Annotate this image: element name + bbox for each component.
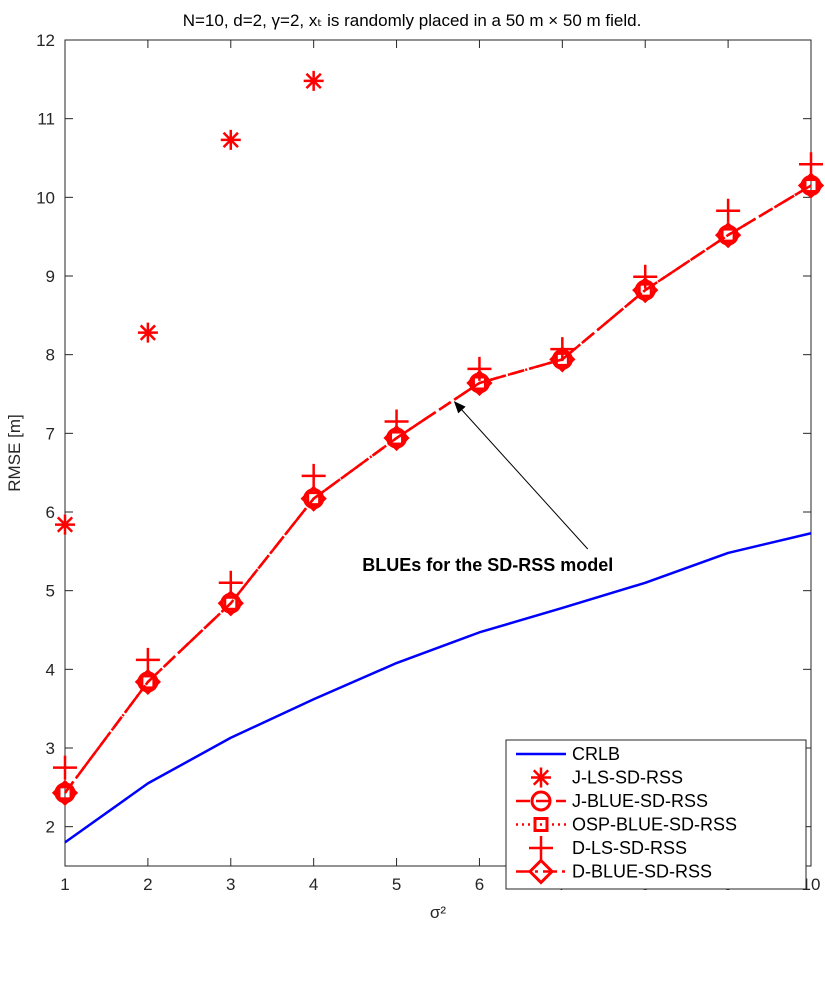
- data-point-j-ls-sd-rss: [220, 129, 241, 150]
- legend-marker: [527, 858, 555, 885]
- legend-entry: D-BLUE-SD-RSS: [516, 858, 712, 885]
- legend-entry: OSP-BLUE-SD-RSS: [516, 815, 737, 835]
- series-line-crlb: [64, 532, 812, 844]
- data-point-d-blue-sd-rss: [300, 485, 327, 512]
- data-point-d-ls-sd-rss: [467, 356, 492, 381]
- data-point-d-blue-sd-rss: [217, 590, 244, 617]
- data-point-d-blue-sd-rss: [383, 424, 410, 452]
- data-point-d-ls-sd-rss: [135, 647, 160, 672]
- x-tick-label: 2: [143, 875, 152, 894]
- legend-entry: J-BLUE-SD-RSS: [516, 790, 708, 812]
- legend-label: J-BLUE-SD-RSS: [572, 791, 708, 811]
- data-point-d-ls-sd-rss: [799, 152, 823, 177]
- data-point-j-ls-sd-rss: [55, 514, 75, 535]
- legend-label: OSP-BLUE-SD-RSS: [572, 815, 737, 835]
- series-line-j-blue-sd-rss: [63, 184, 812, 794]
- legend-marker: [531, 767, 551, 788]
- x-axis-title: σ²: [430, 903, 446, 922]
- y-tick-label: 5: [46, 582, 55, 601]
- data-point-j-ls-sd-rss: [303, 70, 324, 91]
- data-point-j-ls-sd-rss: [137, 322, 158, 343]
- y-tick-label: 12: [36, 31, 55, 50]
- y-tick-label: 3: [46, 739, 55, 758]
- legend-marker: [533, 817, 549, 832]
- annotation-arrow: [453, 401, 589, 550]
- y-tick-label: 8: [46, 346, 55, 365]
- y-tick-label: 2: [46, 818, 55, 837]
- annotation-text: BLUEs for the SD-RSS model: [362, 555, 613, 575]
- data-point-osp-blue-sd-rss: [223, 595, 239, 611]
- plot-frame: [64, 39, 812, 867]
- x-tick-label: 3: [226, 875, 235, 894]
- series-line-d-blue-sd-rss: [63, 184, 812, 794]
- data-point-osp-blue-sd-rss: [57, 785, 73, 801]
- data-point-d-ls-sd-rss: [301, 463, 326, 488]
- data-point-d-ls-sd-rss: [53, 755, 77, 780]
- legend: CRLB J-LS-SD-RSS J-BLUE-SD-RSS OSP-BLUE-SD-…: [505, 739, 807, 890]
- legend-label: D-BLUE-SD-RSS: [572, 862, 712, 882]
- legend-marker: [529, 836, 553, 860]
- x-tick-label: 4: [309, 875, 318, 894]
- y-tick-label: 7: [46, 424, 55, 443]
- data-point-d-blue-sd-rss: [51, 779, 79, 806]
- x-tick-label: 1: [60, 875, 69, 894]
- data-point-d-blue-sd-rss: [797, 172, 825, 199]
- data-point-d-blue-sd-rss: [549, 346, 576, 373]
- x-tick-label: 6: [475, 875, 484, 894]
- y-tick-label: 6: [46, 503, 55, 522]
- y-tick-label: 4: [46, 660, 55, 679]
- data-point-d-blue-sd-rss: [714, 221, 742, 249]
- legend-box: [505, 739, 807, 890]
- data-point-d-ls-sd-rss: [384, 409, 409, 434]
- y-axis-title: RMSE [m]: [5, 414, 24, 491]
- chart-title: N=10, d=2, γ=2, xₜ is randomly placed in…: [183, 11, 642, 30]
- legend-entry: CRLB: [516, 744, 620, 764]
- data-point-d-blue-sd-rss: [632, 277, 659, 304]
- data-point-osp-blue-sd-rss: [720, 227, 736, 243]
- data-point-osp-blue-sd-rss: [306, 491, 322, 507]
- data-point-osp-blue-sd-rss: [803, 178, 819, 194]
- data-point-d-blue-sd-rss: [134, 668, 162, 696]
- legend-entry: J-LS-SD-RSS: [531, 767, 683, 788]
- legend-entry: D-LS-SD-RSS: [529, 836, 687, 860]
- y-tick-label: 9: [46, 267, 55, 286]
- data-point-d-blue-sd-rss: [466, 369, 493, 397]
- legend-label: CRLB: [572, 744, 620, 764]
- y-tick-label: 10: [36, 188, 55, 207]
- legend-marker: [530, 790, 552, 812]
- y-tick-label: 11: [37, 110, 55, 129]
- data-point-d-ls-sd-rss: [633, 264, 658, 289]
- data-point-osp-blue-sd-rss: [140, 674, 156, 690]
- legend-label: D-LS-SD-RSS: [572, 838, 687, 858]
- legend-label: J-LS-SD-RSS: [572, 768, 683, 788]
- data-point-d-ls-sd-rss: [716, 198, 741, 223]
- x-tick-label: 5: [392, 875, 401, 894]
